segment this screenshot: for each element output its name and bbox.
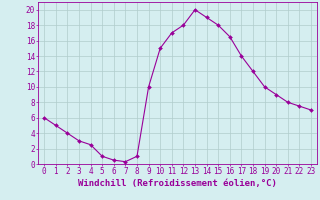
X-axis label: Windchill (Refroidissement éolien,°C): Windchill (Refroidissement éolien,°C) (78, 179, 277, 188)
